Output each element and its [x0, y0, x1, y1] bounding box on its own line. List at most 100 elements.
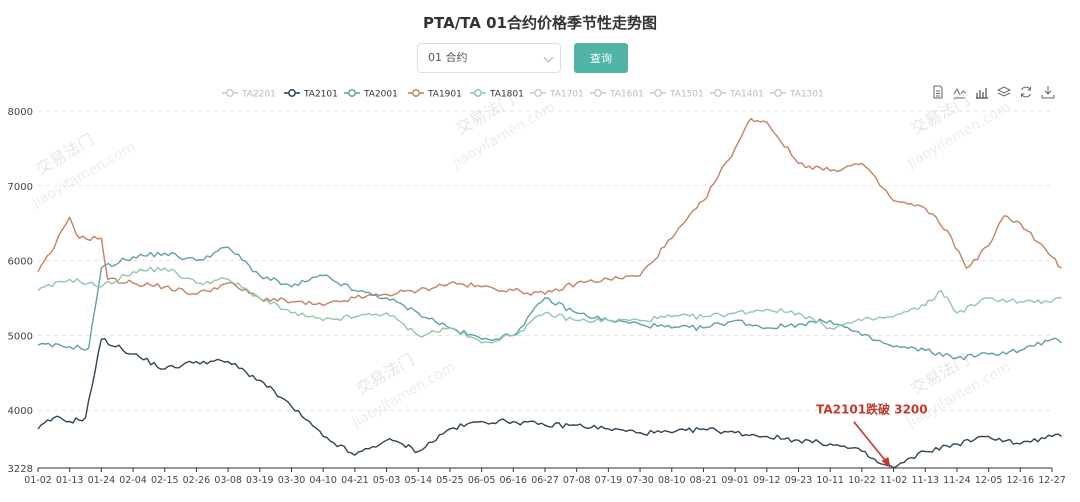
legend-label: TA1701: [549, 90, 584, 100]
x-tick-label: 07-08: [563, 475, 591, 486]
watermark-text: 交易法门: [908, 350, 973, 398]
watermark-text: 交易法门: [453, 90, 518, 138]
legend: TA2201 TA2101 TA2001 TA1901 TA1801 TA1701 TA16…: [222, 89, 824, 100]
restore-icon[interactable]: [1019, 85, 1033, 99]
grid-lines: [38, 110, 1052, 411]
bar-chart-icon[interactable]: [975, 85, 989, 99]
x-tick-label: 07-30: [626, 475, 654, 486]
legend-label: TA1501: [669, 90, 704, 100]
series-line-ta1801: [37, 266, 1062, 344]
x-tick-label: 11-02: [880, 475, 908, 486]
legend-item-ta1501[interactable]: TA1501: [650, 89, 704, 100]
annotation: TA2101跌破 3200: [816, 402, 928, 468]
data-view-icon[interactable]: [931, 85, 945, 99]
series-line-ta1901: [37, 117, 1062, 307]
x-tick-label: 12-16: [1007, 475, 1035, 486]
x-tick-label: 01-24: [88, 475, 116, 486]
y-tick-label: 4000: [8, 406, 33, 417]
annotation-arrow-line: [853, 421, 888, 463]
x-tick-label: 08-21: [690, 475, 718, 486]
y-tick-label: 6000: [8, 257, 33, 268]
legend-item-ta1301[interactable]: TA1301: [770, 89, 824, 100]
legend-swatch-dot: [348, 89, 356, 97]
legend-item-ta2101[interactable]: TA2101: [284, 89, 338, 100]
line-chart-icon[interactable]: [953, 85, 967, 99]
watermark-text: 交易法门: [33, 130, 98, 178]
legend-label: TA1901: [427, 90, 462, 100]
legend-label: TA1401: [729, 90, 764, 100]
x-tick-label: 10-11: [816, 475, 844, 486]
y-tick-label: 8000: [8, 107, 33, 118]
annotation-label: TA2101跌破 3200: [816, 402, 928, 417]
series-line-ta2101: [37, 338, 1062, 469]
x-tick-label: 03-30: [278, 475, 306, 486]
x-tick-label: 03-08: [214, 475, 242, 486]
watermark-url: jiaoyifamen.com: [904, 99, 1013, 171]
x-tick-label: 09-12: [753, 475, 781, 486]
x-tick-label: 02-26: [183, 475, 211, 486]
legend-label: TA2101: [303, 90, 338, 100]
legend-swatch-dot: [412, 89, 420, 97]
x-tick-label: 04-10: [309, 475, 337, 486]
legend-item-ta1801[interactable]: TA1801: [470, 89, 524, 100]
stack-icon[interactable]: [997, 85, 1011, 99]
legend-swatch-dot: [226, 89, 234, 97]
watermark-url: jiaoyifamen.com: [449, 99, 558, 171]
watermark-text: 交易法门: [353, 350, 418, 398]
legend-item-ta1901[interactable]: TA1901: [408, 89, 462, 100]
legend-label: TA1801: [489, 90, 524, 100]
x-tick-label: 01-02: [24, 475, 52, 486]
x-tick-label: 10-22: [848, 475, 876, 486]
y-tick-label: 5000: [8, 331, 33, 342]
x-tick-label: 07-19: [595, 475, 623, 486]
x-tick-label: 01-13: [56, 475, 84, 486]
chevron-down-icon: [543, 52, 554, 63]
x-tick-label: 12-05: [975, 475, 1003, 486]
download-icon[interactable]: [1041, 85, 1055, 99]
series-line-ta2001: [37, 246, 1062, 361]
x-tick-label: 02-04: [119, 475, 147, 486]
x-tick-label: 05-25: [436, 475, 464, 486]
x-tick-label: 08-10: [658, 475, 686, 486]
x-tick-label: 05-14: [404, 475, 432, 486]
y-tick-label: 7000: [8, 182, 33, 193]
annotation-arrow-head: [881, 456, 891, 468]
legend-item-ta2201[interactable]: TA2201: [222, 89, 276, 100]
legend-swatch-dot: [654, 89, 662, 97]
x-tick-label: 09-23: [785, 475, 813, 486]
legend-swatch-dot: [714, 89, 722, 97]
legend-label: TA1301: [789, 90, 824, 100]
legend-item-ta2001[interactable]: TA2001: [344, 89, 398, 100]
x-tick-label: 11-24: [943, 475, 971, 486]
legend-swatch-dot: [288, 89, 296, 97]
contract-select-value: 01 合约: [428, 51, 468, 64]
watermark-url: jiaoyifamen.com: [349, 359, 458, 431]
legend-swatch-dot: [594, 89, 602, 97]
watermark-url: jiaoyifamen.com: [904, 359, 1013, 431]
legend-swatch-dot: [534, 89, 542, 97]
legend-item-ta1401[interactable]: TA1401: [710, 89, 764, 100]
legend-swatch-dot: [474, 89, 482, 97]
x-tick-label: 06-27: [531, 475, 559, 486]
y-tick-label: 3228: [8, 464, 33, 475]
x-tick-label: 02-15: [151, 475, 179, 486]
x-tick-label: 11-13: [911, 475, 939, 486]
query-button[interactable]: 查询: [574, 43, 628, 73]
watermark-url: jiaoyifamen.com: [29, 139, 138, 211]
x-tick-label: 04-21: [341, 475, 369, 486]
x-tick-label: 12-27: [1038, 475, 1066, 486]
legend-item-ta1601[interactable]: TA1601: [590, 89, 644, 100]
x-tick-label: 06-05: [468, 475, 496, 486]
legend-swatch-dot: [774, 89, 782, 97]
chart-title: PTA/TA 01合约价格季节性走势图: [423, 14, 657, 32]
legend-label: TA1601: [609, 90, 644, 100]
x-tick-label: 09-01: [721, 475, 749, 486]
legend-label: TA2201: [241, 90, 276, 100]
legend-label: TA2001: [363, 90, 398, 100]
legend-item-ta1701[interactable]: TA1701: [530, 89, 584, 100]
contract-select[interactable]: 01 合约: [417, 43, 561, 73]
x-tick-label: 06-16: [500, 475, 528, 486]
